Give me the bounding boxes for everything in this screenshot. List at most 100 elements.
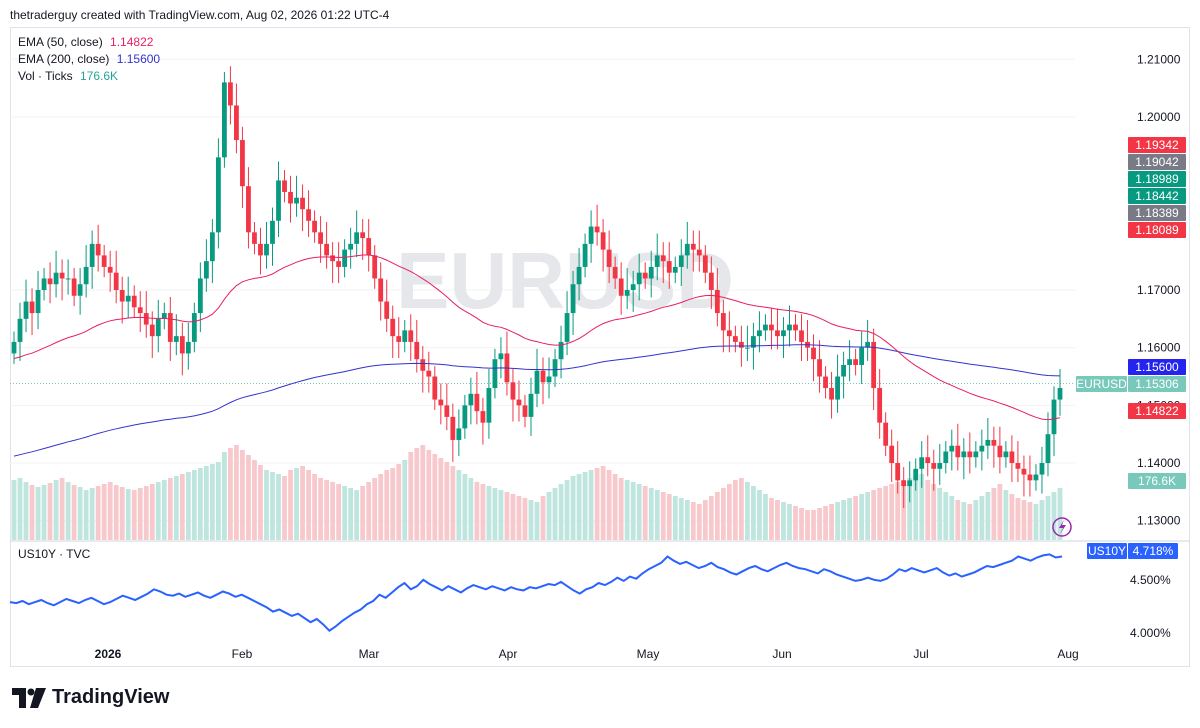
- volume-bar: [426, 450, 432, 540]
- chart-attribution: thetraderguy created with TradingView.co…: [10, 8, 390, 22]
- volume-bar: [1057, 488, 1063, 540]
- candle-body: [522, 405, 528, 417]
- price-label[interactable]: 176.6K: [1128, 473, 1186, 489]
- price-label[interactable]: 1.18442: [1128, 188, 1186, 204]
- candle-body: [787, 324, 792, 331]
- candle-body: [264, 243, 269, 256]
- price-label[interactable]: 1.15600: [1128, 359, 1186, 375]
- alert-icon[interactable]: [1052, 517, 1072, 537]
- volume-bar: [288, 470, 293, 540]
- price-label[interactable]: 1.19042: [1128, 154, 1186, 170]
- volume-bar: [101, 484, 107, 540]
- volume-bar: [396, 464, 402, 540]
- candle-body: [1033, 474, 1039, 481]
- volume-bar: [354, 490, 360, 540]
- volume-bar: [907, 478, 913, 540]
- volume-bar: [1027, 502, 1033, 540]
- candle-body: [931, 463, 937, 469]
- volume-bar: [690, 502, 696, 540]
- symbol-watermark: EURUSD: [396, 236, 734, 325]
- x-tick-label: Aug: [1057, 647, 1078, 661]
- time-axis: 2026 Feb Mar Apr May Jun Jul Aug: [95, 647, 1079, 661]
- volume-bar: [1045, 496, 1051, 540]
- candle-body: [1045, 434, 1051, 464]
- price-label[interactable]: 1.19342: [1128, 137, 1186, 153]
- candle-body: [47, 278, 53, 285]
- candle-body: [480, 411, 486, 423]
- candle-body: [246, 186, 251, 233]
- volume-bar: [570, 476, 576, 540]
- price-label[interactable]: 1.18989: [1128, 171, 1186, 187]
- volume-bar: [763, 494, 768, 540]
- volume-bar: [203, 466, 209, 540]
- candle-body: [564, 313, 570, 342]
- volume-bar: [41, 485, 47, 540]
- candle-body: [877, 388, 883, 423]
- candle-body: [1027, 474, 1033, 481]
- volume-bar: [931, 484, 937, 540]
- volume-bar: [11, 480, 17, 540]
- legend-ema50[interactable]: EMA (50, close) 1.14822: [18, 34, 160, 51]
- volume-bar: [955, 500, 961, 540]
- volume-bar: [841, 500, 846, 540]
- volume-bar: [925, 480, 931, 540]
- volume-bar: [366, 482, 372, 540]
- volume-bar: [1003, 490, 1009, 540]
- candle-body: [528, 393, 534, 417]
- volume-bar: [666, 494, 672, 540]
- legend-volume[interactable]: Vol · Ticks 176.6K: [18, 68, 160, 85]
- volume-bar: [522, 498, 528, 540]
- price-label[interactable]: 1.14822: [1128, 403, 1186, 419]
- candle-body: [576, 266, 582, 285]
- candle-body: [895, 463, 901, 481]
- candle-body: [823, 376, 828, 389]
- volume-bar: [588, 470, 594, 540]
- volume-bar: [234, 445, 239, 540]
- us10y-value-label[interactable]: US10Y 4.718%: [1087, 543, 1178, 559]
- candle-body: [1009, 451, 1015, 464]
- price-label[interactable]: 1.18389: [1128, 205, 1186, 221]
- volume-bar: [949, 496, 955, 540]
- candle-body: [955, 445, 961, 458]
- volume-bar: [486, 486, 492, 540]
- legend-ema50-value: 1.14822: [110, 35, 154, 49]
- candle-body: [540, 370, 546, 383]
- volume-bar: [991, 488, 997, 540]
- volume-bar: [973, 500, 979, 540]
- volume-bar: [877, 488, 883, 540]
- candle-body: [1015, 463, 1021, 469]
- volume-bar: [113, 485, 119, 540]
- candle-body: [137, 307, 143, 314]
- ema200-line: [13, 344, 1061, 457]
- volume-bar: [137, 488, 143, 540]
- candle-body: [29, 301, 35, 314]
- volume-bar: [642, 486, 648, 540]
- us10y-tag-text: US10Y: [1088, 544, 1126, 558]
- legend-ema200[interactable]: EMA (200, close) 1.15600: [18, 51, 160, 68]
- volume-bar: [390, 468, 396, 540]
- volume-bar: [684, 500, 690, 540]
- tradingview-logo[interactable]: TradingView: [12, 686, 169, 709]
- price-label[interactable]: 1.18089: [1128, 222, 1186, 238]
- candle-body: [552, 359, 558, 377]
- candle-body: [77, 284, 83, 296]
- candle-body: [101, 255, 107, 267]
- candle-body: [696, 249, 702, 256]
- volume-bar: [726, 484, 732, 540]
- volume-bar: [318, 478, 323, 540]
- volume-bar: [450, 466, 456, 540]
- legend-ema50-label: EMA (50, close): [18, 35, 103, 49]
- volume-bar: [618, 478, 624, 540]
- candle-body: [270, 220, 275, 244]
- us10y-line: [9, 553, 1063, 632]
- candle-body: [714, 290, 720, 314]
- price-label[interactable]: 1.15306 EURUSD: [1076, 376, 1186, 392]
- candle-body: [745, 347, 750, 349]
- candle-body: [11, 341, 17, 354]
- candle-body: [330, 255, 336, 262]
- candle-body: [17, 318, 23, 342]
- volume-bar: [222, 452, 227, 540]
- candle-body: [666, 261, 672, 273]
- candle-body: [276, 180, 281, 221]
